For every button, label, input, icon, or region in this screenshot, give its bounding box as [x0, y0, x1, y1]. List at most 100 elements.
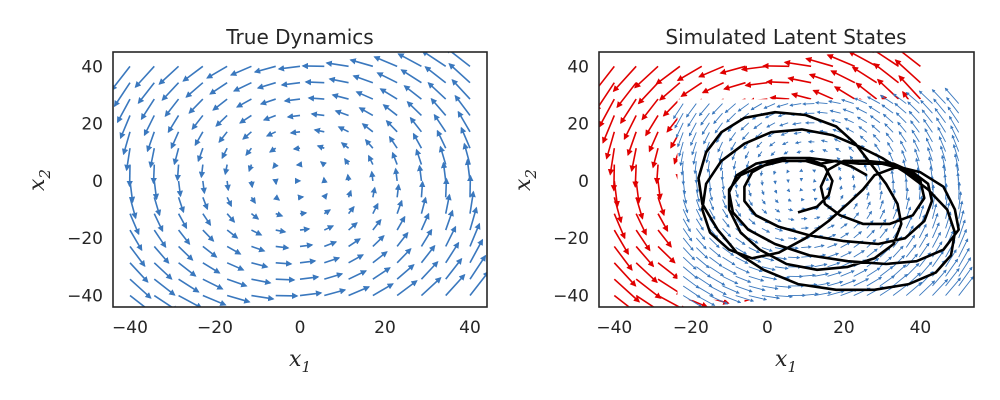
field-arrow: [833, 138, 841, 143]
field-arrow: [272, 161, 279, 169]
field-arrow: [275, 260, 293, 267]
field-arrow: [853, 231, 863, 239]
x-axis-label: x1: [289, 347, 311, 376]
field-arrow: [385, 119, 398, 133]
field-arrow: [269, 146, 277, 153]
field-arrow: [833, 86, 856, 100]
field-arrow: [460, 126, 471, 149]
field-arrow: [448, 63, 471, 84]
field-arrow: [657, 245, 676, 264]
field-arrow: [645, 115, 659, 137]
field-arrow: [691, 141, 697, 156]
field-arrow: [945, 258, 959, 277]
field-arrow: [958, 276, 974, 296]
field-arrow: [693, 161, 698, 175]
field-arrow: [695, 247, 709, 259]
field-arrow: [206, 65, 228, 79]
field-arrow: [324, 256, 341, 264]
x-tick-label: −40: [596, 318, 632, 338]
field-arrow: [853, 97, 868, 104]
field-arrow: [958, 219, 966, 239]
field-arrow: [866, 191, 870, 200]
field-arrow: [134, 65, 155, 88]
field-arrow: [323, 240, 338, 248]
field-arrow: [705, 151, 710, 164]
field-arrow: [656, 180, 663, 201]
field-arrow: [275, 276, 296, 283]
field-arrow: [153, 229, 167, 249]
field-arrow: [855, 82, 878, 100]
field-arrow: [866, 210, 872, 219]
field-arrow: [722, 228, 732, 238]
field-arrow: [958, 200, 964, 219]
field-arrow: [678, 141, 684, 157]
field-arrow: [709, 199, 715, 211]
field-arrow: [113, 65, 131, 92]
field-arrow: [344, 157, 351, 166]
field-arrow: [682, 218, 691, 233]
y-tick-label: −20: [553, 229, 589, 249]
field-arrow: [355, 91, 374, 100]
y-tick-label: −40: [67, 287, 103, 307]
field-arrow: [955, 162, 960, 181]
field-arrow: [158, 65, 180, 85]
field-arrow: [931, 89, 946, 104]
field-arrow: [682, 285, 701, 298]
field-arrow: [602, 115, 616, 144]
field-arrow: [937, 126, 946, 143]
field-arrow: [331, 93, 349, 100]
field-arrow: [420, 244, 436, 264]
field-arrow: [457, 110, 471, 133]
field-arrow: [941, 154, 947, 171]
field-arrow: [653, 164, 661, 185]
field-arrow: [469, 190, 476, 214]
field-arrow: [223, 164, 230, 176]
field-arrow: [251, 229, 263, 236]
field-arrow: [945, 277, 961, 296]
field-arrow: [774, 218, 782, 222]
field-arrow: [826, 196, 831, 201]
field-arrow: [299, 226, 311, 233]
field-arrow: [921, 109, 933, 124]
field-arrow: [469, 254, 487, 280]
field-arrow: [613, 197, 623, 224]
field-arrow: [218, 131, 228, 143]
field-arrow: [129, 278, 152, 299]
field-arrow: [280, 81, 301, 88]
field-arrow: [759, 170, 764, 177]
field-arrow: [873, 62, 900, 84]
field-arrow: [869, 52, 900, 67]
field-arrow: [153, 294, 179, 307]
field-arrow: [945, 268, 960, 287]
field-arrow: [901, 149, 907, 162]
y-axis-label: x2: [25, 169, 54, 191]
field-arrow: [805, 57, 834, 68]
field-arrow: [177, 229, 191, 245]
field-arrow: [774, 266, 789, 270]
field-arrow: [372, 283, 394, 297]
field-arrow: [918, 261, 933, 277]
field-arrow: [651, 147, 659, 169]
field-arrow: [939, 145, 947, 162]
field-arrow: [868, 105, 881, 114]
field-arrow: [747, 180, 751, 188]
plot-frame: [598, 51, 975, 308]
field-arrow: [345, 173, 352, 182]
field-arrow: [629, 148, 637, 172]
field-arrow: [827, 215, 834, 220]
field-arrow: [932, 278, 949, 296]
field-arrow: [396, 247, 412, 264]
field-arrow: [776, 103, 789, 108]
field-arrow: [814, 244, 825, 248]
x-tick-label: −40: [112, 318, 148, 338]
field-arrow: [370, 186, 377, 198]
field-arrow: [735, 218, 743, 227]
field-arrow: [866, 248, 878, 258]
field-arrow: [773, 170, 777, 176]
field-arrow: [427, 82, 447, 100]
field-arrow: [879, 265, 894, 277]
field-arrow: [735, 285, 753, 293]
field-arrow: [677, 132, 684, 148]
field-arrow: [869, 115, 881, 124]
field-arrow: [947, 106, 960, 124]
